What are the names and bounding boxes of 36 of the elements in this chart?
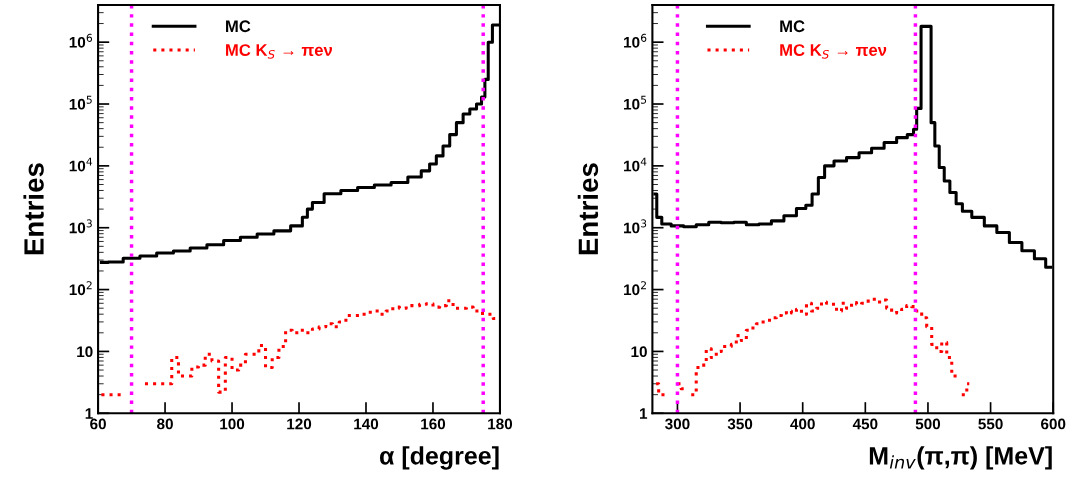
x-tick-label: 80 bbox=[157, 418, 173, 430]
legend-label: MC bbox=[226, 20, 251, 33]
y-axis-title: Entries bbox=[23, 163, 44, 255]
x-tick-label: 600 bbox=[1041, 418, 1066, 430]
x-tick-label: 550 bbox=[978, 418, 1003, 430]
x-tick-label: 140 bbox=[354, 418, 379, 430]
legend-label: MC K$_{S}$ → πeν bbox=[226, 44, 333, 59]
y-tick-label: 10$^{3}$ bbox=[624, 219, 647, 234]
x-tick-label: 120 bbox=[287, 418, 312, 430]
x-tick-label: 400 bbox=[790, 418, 815, 430]
x-tick-label: 450 bbox=[852, 418, 878, 430]
y-tick-label: 1 bbox=[85, 408, 93, 419]
x-axis-title: α [degree] bbox=[379, 446, 499, 470]
y-tick-label: 10$^{4}$ bbox=[69, 157, 93, 172]
y-tick-label: 10$^{2}$ bbox=[69, 281, 92, 296]
y-tick-label: 10$^{5}$ bbox=[624, 95, 647, 110]
x-tick-label: 100 bbox=[220, 418, 245, 430]
y-tick-label: 10$^{3}$ bbox=[69, 219, 92, 234]
y-tick-label: 10 bbox=[631, 346, 647, 358]
x-tick-label: 350 bbox=[727, 418, 753, 430]
y-tick-label: 10$^{6}$ bbox=[624, 33, 647, 48]
y-axis-title: Entries bbox=[577, 163, 599, 255]
x-tick-label: 160 bbox=[421, 418, 446, 430]
y-tick-label: 10$^{2}$ bbox=[624, 281, 646, 296]
x-tick-label: 500 bbox=[915, 418, 941, 430]
y-tick-label: 10 bbox=[77, 346, 93, 358]
x-tick-label: 180 bbox=[488, 418, 513, 430]
x-axis-title: M$_{inv}$(π,π) [MeV] bbox=[869, 446, 1052, 470]
y-tick-label: 10$^{4}$ bbox=[624, 157, 647, 172]
x-tick-label: 300 bbox=[665, 418, 690, 430]
legend-label: MC K$_{S}$ → πeν bbox=[780, 44, 887, 59]
y-tick-label: 10$^{5}$ bbox=[69, 95, 92, 110]
y-tick-label: 10$^{6}$ bbox=[69, 33, 93, 48]
y-tick-label: 1 bbox=[640, 408, 648, 419]
legend-label: MC bbox=[780, 20, 805, 33]
x-tick-label: 60 bbox=[90, 418, 106, 430]
